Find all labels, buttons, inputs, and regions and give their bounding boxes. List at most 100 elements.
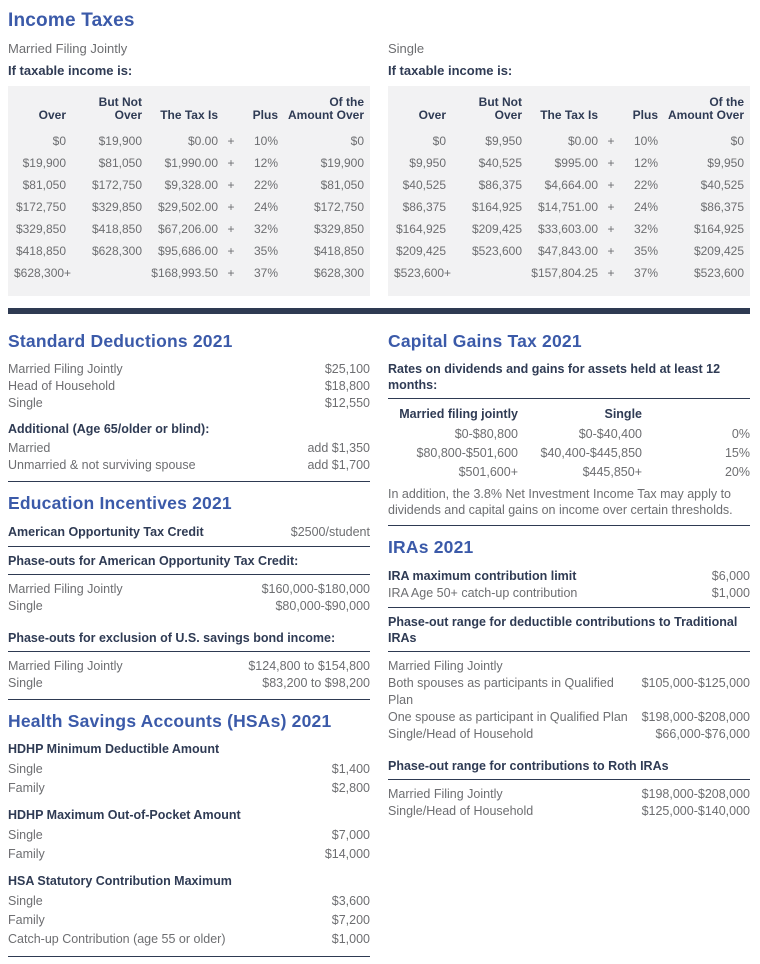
bond-phaseouts-header: Phase-outs for exclusion of U.S. savings…	[8, 631, 336, 645]
hsa-row: Single $3,600	[8, 892, 370, 911]
aotc-phaseouts-header: Phase-outs for American Opportunity Tax …	[8, 554, 299, 568]
but-not-over-value	[446, 262, 522, 284]
but-not-over-value: $329,850	[91, 200, 142, 214]
deduction-label: Head of Household	[8, 379, 116, 393]
bond-phaseout-rows: Married Filing Jointly $124,800 to $154,…	[8, 658, 370, 692]
hdhp-max-oop-header: HDHP Maximum Out-of-Pocket Amount	[8, 808, 241, 822]
capital-gains-row: $0-$80,800 $0-$40,400 0%	[388, 425, 750, 444]
tax-bracket-row: $172,750 $329,850 $29,502.00 + 24% $172,…	[14, 196, 364, 218]
over-value: $164,925	[395, 222, 446, 236]
ira-catch-up-label: IRA Age 50+ catch-up contribution	[388, 586, 578, 600]
ira-phaseout-row: Married Filing Jointly	[388, 658, 750, 675]
tax-bracket-row: $164,925 $209,425 $33,603.00 + 32% $164,…	[394, 218, 744, 240]
but-not-over-value: $418,850	[91, 222, 142, 236]
rate-value: 24%	[253, 200, 278, 214]
ira-catch-up-row: IRA Age 50+ catch-up contribution $1,000	[388, 585, 750, 602]
right-column: Capital Gains Tax 2021 Rates on dividend…	[388, 331, 750, 964]
rate-value: 22%	[633, 178, 658, 192]
deduction-value: $12,550	[324, 396, 370, 410]
deduction-label: Married	[8, 441, 51, 455]
ira-phaseout-label: Single/Head of Household	[388, 727, 534, 741]
capital-gains-rows: $0-$80,800 $0-$40,400 0% $80,800-$501,60…	[388, 425, 750, 482]
traditional-ira-rows: Married Filing Jointly Both spouses as p…	[388, 658, 750, 743]
hsa-label: Single	[8, 762, 43, 776]
rate-value: 10%	[633, 134, 658, 148]
plus-sign: +	[607, 178, 615, 192]
hsa-label: Single	[8, 894, 43, 908]
single-lead: If taxable income is:	[388, 63, 513, 78]
ira-phaseout-row: Both spouses as participants in Qualifie…	[388, 675, 750, 709]
capital-gains-note: In addition, the 3.8% Net Investment Inc…	[388, 487, 733, 517]
but-not-over-value	[66, 262, 142, 284]
hsa-value: $14,000	[324, 847, 370, 861]
rate-value: 12%	[633, 156, 658, 170]
amount-over-value: $0	[730, 134, 744, 148]
col-header-but-not-over: But Not Over	[98, 95, 142, 122]
over-value: $40,525	[402, 178, 446, 192]
hdhp-max-oop-rows: Single $7,000 Family $14,000	[8, 826, 370, 864]
phaseout-value: $124,800 to $154,800	[248, 659, 370, 673]
phaseout-row: Single $80,000-$90,000	[8, 598, 370, 615]
but-not-over-value: $164,925	[471, 200, 522, 214]
tax-value: $168,993.50	[151, 266, 218, 280]
single-range: $40,400-$445,850	[540, 446, 642, 460]
tax-bracket-row: $0 $9,950 $0.00 + 10% $0	[394, 130, 744, 152]
tax-value: $14,751.00	[537, 200, 598, 214]
amount-over-value: $209,425	[693, 244, 744, 258]
col-header-tax-is: The Tax Is	[540, 108, 598, 122]
ira-phaseout-value: $198,000-$208,000	[641, 710, 750, 724]
traditional-ira-phaseout-header: Phase-out range for deductible contribut…	[388, 615, 738, 645]
hsa-section: Health Savings Accounts (HSAs) 2021 HDHP…	[8, 711, 370, 957]
deduction-row: Single $12,550	[8, 395, 370, 412]
plus-sign: +	[227, 266, 235, 280]
tax-value: $9,328.00	[164, 178, 218, 192]
single-bracket-rows: $0 $9,950 $0.00 + 10% $0 $9,950 $40,525	[394, 130, 744, 284]
deduction-row: Unmarried & not surviving spouse add $1,…	[8, 457, 370, 474]
mfj-bracket-table: Over But Not Over The Tax Is Plus Of the…	[8, 86, 370, 296]
rate-value: 37%	[253, 266, 278, 280]
hsa-row: Family $7,200	[8, 911, 370, 930]
hsa-row: Single $7,000	[8, 826, 370, 845]
over-value: $523,600+	[394, 266, 452, 280]
plus-sign: +	[227, 156, 235, 170]
tax-value: $0.00	[187, 134, 218, 148]
phaseout-row: Single $83,200 to $98,200	[8, 675, 370, 692]
tax-value: $1,990.00	[164, 156, 218, 170]
divider-line	[8, 651, 370, 652]
rate-value: 32%	[633, 222, 658, 236]
income-taxes-section: Income Taxes Married Filing Jointly If t…	[8, 10, 750, 296]
over-value: $86,375	[402, 200, 446, 214]
standard-deduction-rows: Married Filing Jointly $25,100 Head of H…	[8, 361, 370, 412]
deduction-label: Married Filing Jointly	[8, 362, 123, 376]
tax-bracket-row: $209,425 $523,600 $47,843.00 + 35% $209,…	[394, 240, 744, 262]
mfj-tax-block: Married Filing Jointly If taxable income…	[8, 41, 370, 296]
rate-value: 20%	[724, 465, 750, 479]
ira-phaseout-row: Single/Head of Household $125,000-$140,0…	[388, 803, 750, 820]
col-header-amount-over: Of the Amount Over	[667, 95, 744, 122]
capital-gains-header-row: Married filing jointly Single	[388, 405, 750, 424]
aotc-row: American Opportunity Tax Credit $2500/st…	[8, 523, 370, 541]
tax-bracket-row: $628,300+ $168,993.50 + 37% $628,300	[14, 262, 364, 284]
ira-phaseout-label: Both spouses as participants in Qualifie…	[388, 676, 614, 707]
section-divider-bar	[8, 308, 750, 314]
tax-value: $29,502.00	[157, 200, 218, 214]
iras-section: IRAs 2021 IRA maximum contribution limit…	[388, 537, 750, 820]
hsa-label: Single	[8, 828, 43, 842]
tax-bracket-row: $523,600+ $157,804.25 + 37% $523,600	[394, 262, 744, 284]
but-not-over-value: $523,600	[471, 244, 522, 258]
divider-line	[388, 607, 750, 608]
rate-value: 35%	[253, 244, 278, 258]
col-header-single: Single	[604, 407, 642, 421]
ira-phaseout-value: $198,000-$208,000	[641, 787, 750, 801]
over-value: $0	[432, 134, 446, 148]
mfj-range: $80,800-$501,600	[416, 446, 518, 460]
ira-phaseout-row: Single/Head of Household $66,000-$76,000	[388, 726, 750, 743]
bracket-header-row: Over But Not Over The Tax Is Plus Of the…	[14, 96, 364, 122]
hsa-value: $7,000	[331, 828, 370, 842]
divider-line	[388, 525, 750, 526]
iras-title: IRAs 2021	[388, 537, 474, 557]
single-tax-block: Single If taxable income is: Over But No…	[388, 41, 750, 296]
amount-over-value: $329,850	[313, 222, 364, 236]
amount-over-value: $523,600	[693, 266, 744, 280]
plus-sign: +	[227, 200, 235, 214]
